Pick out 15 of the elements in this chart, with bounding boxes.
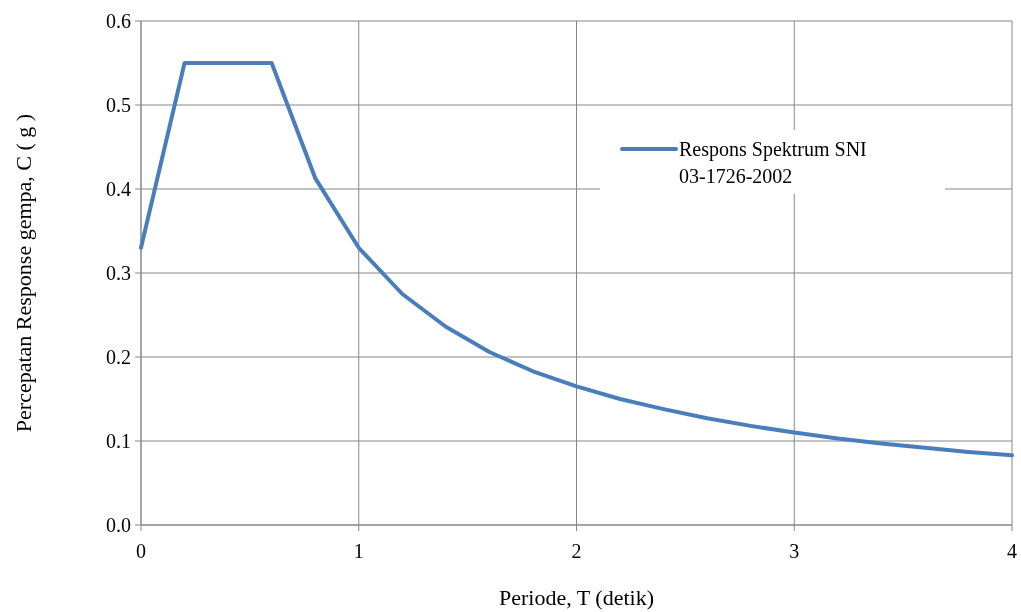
y-tick-label: 0.6 (106, 10, 131, 32)
y-tick-label: 0.2 (106, 346, 131, 368)
y-tick-label: 0.3 (106, 262, 131, 284)
x-tick-label: 2 (571, 540, 582, 562)
legend-label: Respons Spektrum SNI 03-1726-2002 (679, 138, 867, 187)
y-axis-title: Percepatan Response gempa, C ( g ) (11, 113, 36, 433)
y-tick-label: 0.0 (106, 514, 131, 536)
x-tick-label: 4 (1007, 540, 1017, 562)
y-tick-label: 0.5 (106, 94, 131, 116)
x-tick-label: 3 (789, 540, 800, 562)
x-tick-label: 1 (353, 540, 364, 562)
x-axis-title: Periode, T (detik) (499, 585, 654, 610)
x-tick-label: 0 (136, 540, 146, 562)
y-tick-label: 0.1 (106, 430, 131, 452)
y-tick-label: 0.4 (106, 178, 131, 200)
